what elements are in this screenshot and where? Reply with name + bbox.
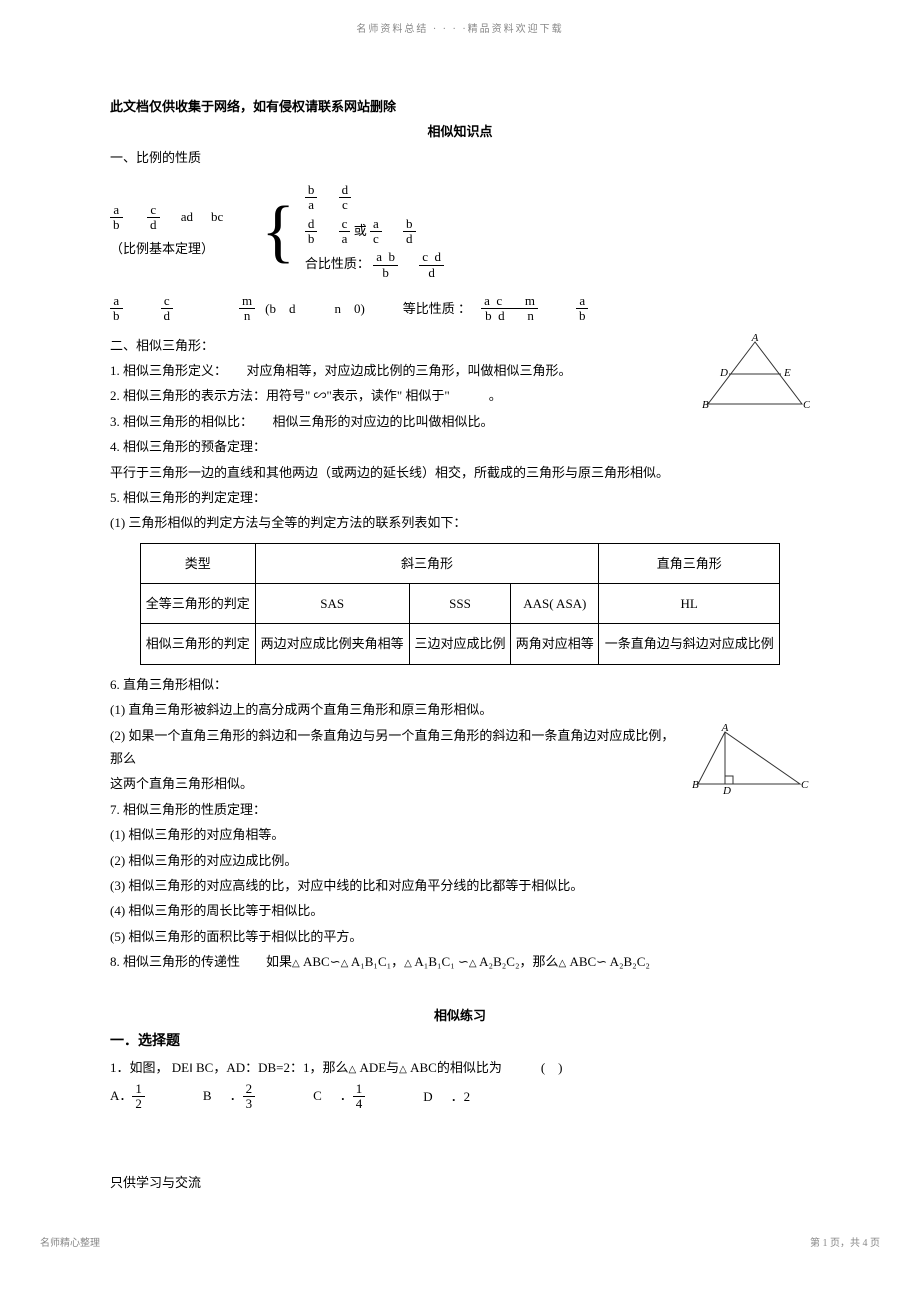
table-cell: 全等三角形的判定 (141, 584, 256, 624)
s2-4: 4. 相似三角形的预备定理： (110, 435, 810, 458)
svg-text:C: C (803, 399, 810, 411)
ratio-property: ab cd mn (b d n 0) 等比性质 ： a c mb d n ab (110, 294, 810, 324)
comparison-table: 类型 斜三角形 直角三角形 全等三角形的判定 SAS SSS AAS( ASA)… (140, 543, 780, 665)
disclaimer: 此文档仅供收集于网络，如有侵权请联系网站删除 (110, 95, 810, 118)
svg-text:A: A (721, 724, 729, 734)
table-row: 类型 斜三角形 直角三角形 (141, 543, 780, 583)
page-footer: 名师精心整理 第 1 页，共 4 页 (0, 1234, 920, 1249)
footer-note: 只供学习与交流 (110, 1171, 810, 1194)
table-cell: 两边对应成比例夹角相等 (255, 624, 409, 664)
table-row: 相似三角形的判定 两边对应成比例夹角相等 三边对应成比例 两角对应相等 一条直角… (141, 624, 780, 664)
s2-7b: (2) 相似三角形的对应边成比例。 (110, 849, 810, 872)
frac-c-d: cd (147, 203, 160, 233)
basic-theorem-label: （比例基本定理） (110, 237, 223, 260)
triangle-figure-2: A B C D (690, 724, 810, 794)
left-brace-icon: { (261, 197, 295, 267)
or-text: 或 (354, 223, 367, 238)
s2-7: 7. 相似三角形的性质定理： (110, 798, 810, 821)
table-cell: 三边对应成比例 (409, 624, 510, 664)
section1-heading: 一、比例的性质 (110, 146, 810, 169)
table-cell: 一条直角边与斜边对应成比例 (599, 624, 780, 664)
title-knowledge: 相似知识点 (110, 120, 810, 143)
exercise-heading: 一．选择题 (110, 1029, 810, 1054)
s2-6: 6. 直角三角形相似： (110, 673, 810, 696)
frac-a-b: ab (110, 203, 123, 233)
table-cell: 斜三角形 (255, 543, 599, 583)
option-d-label: D (423, 1089, 432, 1104)
s2-4b: 平行于三角形一边的直线和其他两边（或两边的延长线）相交，所截成的三角形与原三角形… (110, 461, 810, 484)
s2-7a: (1) 相似三角形的对应角相等。 (110, 823, 810, 846)
s2-6a: (1) 直角三角形被斜边上的高分成两个直角三角形和原三角形相似。 (110, 698, 810, 721)
svg-text:B: B (702, 399, 709, 411)
table-cell: 两角对应相等 (511, 624, 599, 664)
title-exercise: 相似练习 (110, 1004, 810, 1027)
table-cell: SAS (255, 584, 409, 624)
table-cell: HL (599, 584, 780, 624)
condition-text: (b d n 0) (265, 297, 365, 320)
table-cell: AAS( ASA) (511, 584, 599, 624)
footer-right: 第 1 页，共 4 页 (810, 1234, 880, 1249)
table-cell: 相似三角形的判定 (141, 624, 256, 664)
table-row: 全等三角形的判定 SAS SSS AAS( ASA) HL (141, 584, 780, 624)
s2-7e: (5) 相似三角形的面积比等于相似比的平方。 (110, 925, 810, 948)
table-cell: SSS (409, 584, 510, 624)
brace-content: ba dc db ca 或 ac bd 合比性质： a bb c dd (305, 179, 444, 284)
proportion-basic: ab cd adbc （比例基本定理） { ba dc db ca 或 ac b… (110, 179, 810, 284)
page-content: 此文档仅供收集于网络，如有侵权请联系网站删除 相似知识点 一、比例的性质 ab … (110, 95, 810, 1194)
option-a-label: A． (110, 1087, 132, 1102)
table-cell: 直角三角形 (599, 543, 780, 583)
s2-7d: (4) 相似三角形的周长比等于相似比。 (110, 899, 810, 922)
svg-text:A: A (751, 334, 759, 344)
svg-text:D: D (722, 785, 731, 794)
combine-label: 合比性质： (305, 256, 370, 271)
s2-8: 8. 相似三角形的传递性 如果△ ABC∽△ A₁B₁C₁，△ A₁B₁C₁ ∽… (110, 950, 810, 973)
triangle-figure-1: A B C D E (700, 334, 810, 414)
svg-text:D: D (719, 367, 728, 379)
s2-7c: (3) 相似三角形的对应高线的比，对应中线的比和对应角平分线的比都等于相似比。 (110, 874, 810, 897)
option-c-label: C (313, 1087, 322, 1102)
question-1: 1．如图， DE‖ BC，AD：DB=2：1，那么△ ADE与△ ABC的相似比… (110, 1056, 810, 1079)
option-b-label: B (203, 1087, 212, 1102)
table-cell: 类型 (141, 543, 256, 583)
svg-text:C: C (801, 779, 809, 791)
s2-5: 5. 相似三角形的判定定理： (110, 486, 810, 509)
question-1-options: A．12 B．23 C．14 D．2 (110, 1082, 810, 1112)
footer-left: 名师精心整理 (40, 1234, 100, 1249)
ratio-label: 等比性质 ： (403, 297, 471, 320)
header-note: 名师资料总结 · · · ·精品资料欢迎下载 (0, 20, 920, 35)
s2-5b: (1) 三角形相似的判定方法与全等的判定方法的联系列表如下： (110, 511, 810, 534)
svg-text:B: B (692, 779, 699, 791)
svg-text:E: E (783, 367, 791, 379)
